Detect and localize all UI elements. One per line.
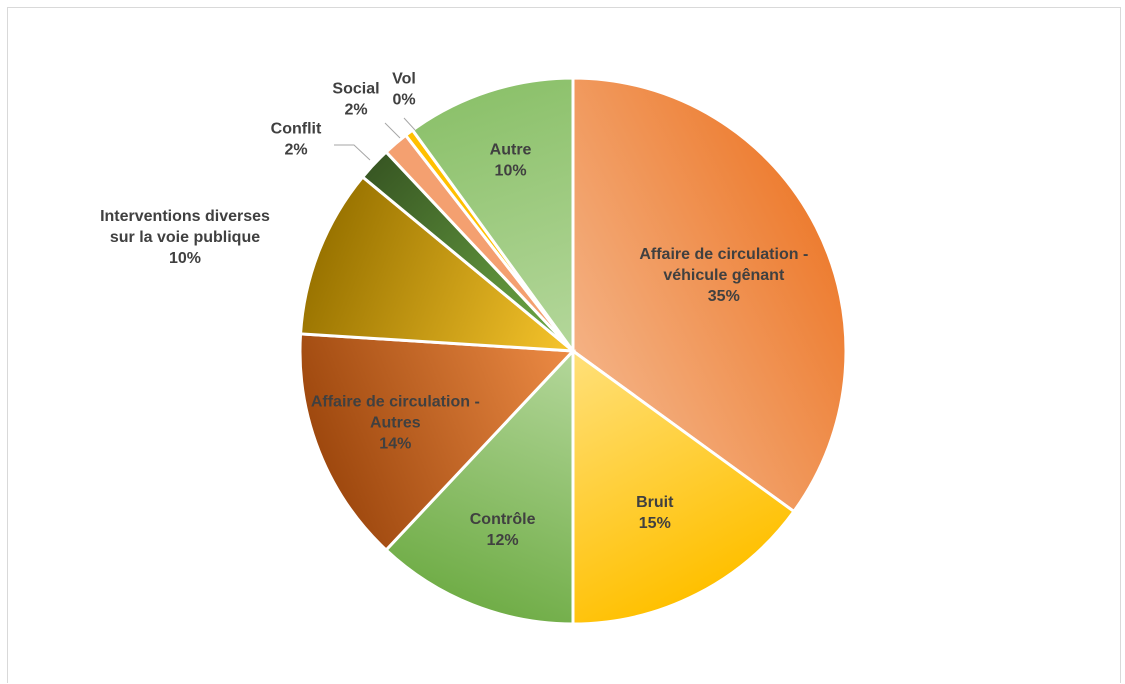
data-label-category: Autres bbox=[370, 414, 421, 431]
data-label-category: Contrôle bbox=[470, 511, 536, 528]
pie-slice-1 bbox=[571, 348, 796, 626]
data-label-1: Bruit 15% bbox=[636, 494, 674, 532]
pie-slice-8 bbox=[410, 76, 575, 356]
pie-slice-3 bbox=[298, 332, 577, 553]
data-label-5: Conflit 2% bbox=[271, 121, 322, 159]
data-label-value: 0% bbox=[392, 92, 415, 109]
pie-slice-0 bbox=[571, 76, 848, 514]
data-label-8: Autre 10% bbox=[490, 141, 532, 179]
pie-slices bbox=[298, 76, 848, 626]
data-label-value: 15% bbox=[639, 515, 671, 532]
pie-slice-4 bbox=[298, 174, 578, 353]
pie-slice-2 bbox=[383, 347, 575, 626]
data-label-value: 10% bbox=[169, 250, 201, 267]
data-label-category: véhicule gênant bbox=[663, 267, 785, 284]
leader-line-6 bbox=[384, 122, 401, 139]
data-label-7: Vol 0% bbox=[392, 71, 416, 109]
data-labels: Affaire de circulation - véhicule gênant 3… bbox=[100, 71, 808, 550]
data-label-3: Affaire de circulation - Autres 14% bbox=[311, 393, 480, 452]
data-label-category: Interventions diverses bbox=[100, 208, 270, 225]
data-label-category: Autre bbox=[490, 141, 532, 158]
leader-lines bbox=[334, 117, 416, 161]
data-label-category: Conflit bbox=[271, 121, 322, 138]
data-label-category: Affaire de circulation - bbox=[639, 246, 808, 263]
data-label-category: Social bbox=[332, 81, 379, 98]
data-label-4: Interventions diverses sur la voie publiq… bbox=[100, 208, 270, 267]
data-label-category: Affaire de circulation - bbox=[311, 393, 480, 410]
data-label-2: Contrôle 12% bbox=[470, 511, 536, 549]
data-label-category: Vol bbox=[392, 71, 416, 88]
leader-line-5 bbox=[334, 144, 371, 161]
data-label-value: 2% bbox=[284, 142, 307, 159]
leader-line-7 bbox=[403, 117, 416, 131]
data-label-value: 2% bbox=[344, 102, 367, 119]
data-label-category: sur la voie publique bbox=[110, 229, 260, 246]
data-label-value: 14% bbox=[379, 435, 411, 452]
data-label-6: Social 2% bbox=[332, 81, 379, 119]
data-label-value: 10% bbox=[495, 162, 527, 179]
data-label-value: 12% bbox=[487, 532, 519, 549]
data-label-category: Bruit bbox=[636, 494, 674, 511]
data-label-0: Affaire de circulation - véhicule gênant 3… bbox=[639, 246, 808, 305]
data-label-value: 35% bbox=[708, 288, 740, 305]
